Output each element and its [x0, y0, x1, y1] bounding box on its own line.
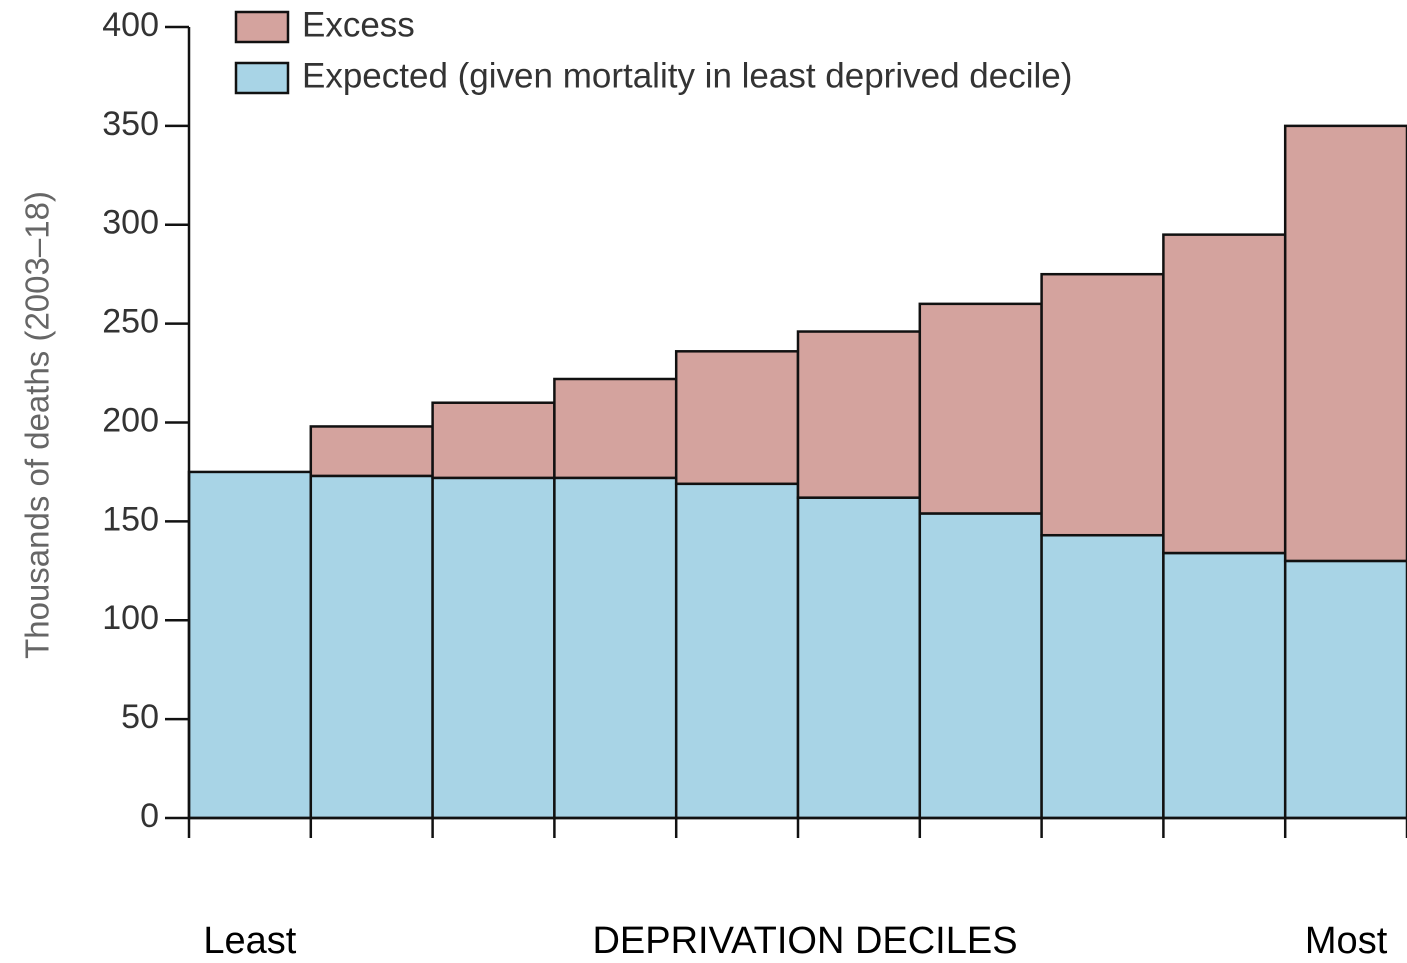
bar-segment — [309, 474, 434, 820]
legend-label: Expected (given mortality in least depri… — [302, 56, 1072, 95]
bar-segment — [1283, 124, 1407, 563]
y-tick-label: 200 — [102, 401, 159, 439]
bar-segment — [553, 377, 678, 480]
y-tick-label: 400 — [102, 6, 159, 44]
bar-segment — [187, 470, 313, 820]
bar-segment — [1040, 533, 1165, 820]
y-tick-label: 150 — [102, 500, 159, 538]
y-tick-label: 50 — [121, 698, 159, 736]
legend-swatch — [234, 61, 290, 95]
bar-segment — [918, 512, 1043, 820]
bar-segment — [1040, 272, 1165, 537]
bar-segment — [796, 330, 922, 499]
y-tick-label: 350 — [102, 105, 159, 143]
bar-segment — [553, 476, 678, 820]
legend-label: Excess — [302, 5, 415, 44]
bar-segment — [1283, 559, 1407, 820]
y-tick-label: 0 — [140, 797, 159, 835]
bar-segment — [431, 401, 556, 480]
bar-segment — [431, 476, 556, 820]
bar-segment — [674, 482, 800, 820]
y-tick-label: 250 — [102, 303, 159, 341]
bar-segment — [309, 425, 434, 478]
x-tick-label: Most — [1305, 920, 1388, 962]
bar-segment — [674, 350, 800, 486]
x-tick-label: Least — [203, 920, 296, 962]
bar-segment — [796, 496, 922, 820]
y-tick-label: 300 — [102, 204, 159, 242]
bar-segment — [1162, 551, 1287, 820]
legend-swatch — [234, 10, 290, 44]
y-tick-label: 100 — [102, 599, 159, 637]
x-axis-label: DEPRIVATION DECILES — [592, 920, 1017, 962]
bar-segment — [1162, 233, 1287, 555]
y-axis-label: Thousands of deaths (2003–18) — [19, 191, 56, 659]
bar-segment — [918, 302, 1043, 515]
